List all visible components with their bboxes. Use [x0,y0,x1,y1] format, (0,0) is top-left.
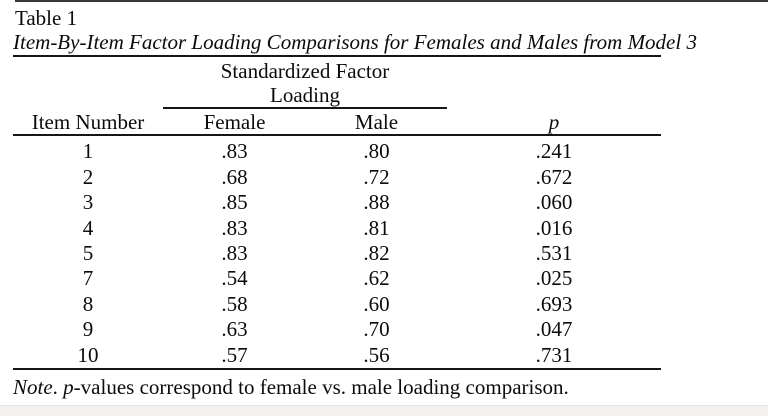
table-row: 9 .63 .70 .047 [13,317,661,342]
cell-male-loading: .62 [363,266,390,291]
cell-item-number: 8 [82,291,94,316]
bottom-band [0,405,768,416]
cell-p-value: .693 [535,291,573,316]
cell-p-value: .025 [535,266,573,291]
cell-p-value: .531 [535,240,573,265]
table-top-rule [13,55,661,57]
table-label: Table 1 [15,6,78,30]
table-rows: 1 .83 .80 .241 2 .68 .72 .672 3 .85 .88 … [13,139,661,368]
spanner-rule [163,107,447,109]
cell-item-number: 5 [82,240,94,265]
cell-male-loading: .70 [363,317,390,342]
cell-female-loading: .83 [221,215,248,240]
cell-female-loading: .58 [221,291,248,316]
cell-p-value: .672 [535,164,573,189]
cell-p-value: .060 [535,190,573,215]
cell-p-value: .016 [535,215,573,240]
cell-female-loading: .85 [221,190,248,215]
cell-male-loading: .88 [363,190,390,215]
cell-male-loading: .60 [363,291,390,316]
cell-female-loading: .63 [221,317,248,342]
table-row: 3 .85 .88 .060 [13,190,661,215]
cell-item-number: 3 [82,190,94,215]
cell-male-loading: .72 [363,164,390,189]
cell-p-value: .047 [535,317,573,342]
table-title: Item-By-Item Factor Loading Comparisons … [13,30,697,54]
cell-female-loading: .83 [221,240,248,265]
column-header-p: p [548,110,560,134]
cell-male-loading: .80 [363,139,390,164]
table-row: 4 .83 .81 .016 [13,215,661,240]
cell-item-number: 9 [82,317,94,342]
spanner-header: Standardized Factor Loading [163,59,447,107]
table-row: 8 .58 .60 .693 [13,292,661,317]
cell-male-loading: .81 [363,215,390,240]
column-header-male: Male [354,110,399,134]
cell-item-number: 1 [82,139,94,164]
cell-female-loading: .68 [221,164,248,189]
cell-item-number: 7 [82,266,94,291]
note-separator: . [52,375,64,399]
note-word: Note [13,375,53,399]
cell-female-loading: .83 [221,139,248,164]
bottom-rule [13,368,661,370]
cell-item-number: 10 [77,342,99,367]
table-row: 5 .83 .82 .531 [13,241,661,266]
spanner-line-1: Standardized Factor [220,59,390,83]
table-note: Note. p-values correspond to female vs. … [13,375,569,400]
column-header-female: Female [203,110,266,134]
table-row: 1 .83 .80 .241 [13,139,661,164]
cell-p-value: .731 [535,342,573,367]
table-row: 10 .57 .56 .731 [13,343,661,368]
cell-female-loading: .57 [221,342,248,367]
table-row: 7 .54 .62 .025 [13,266,661,291]
table-header-row: Item Number Female Male p [13,110,661,134]
cell-item-number: 2 [82,164,94,189]
note-rest: -values correspond to female vs. male lo… [73,375,569,399]
cell-male-loading: .82 [363,240,390,265]
cell-male-loading: .56 [363,342,390,367]
table-row: 2 .68 .72 .672 [13,164,661,189]
top-edge-artifact [15,0,768,2]
cell-female-loading: .54 [221,266,248,291]
note-p: p [63,375,74,399]
column-header-item-number: Item Number [31,110,145,134]
cell-item-number: 4 [82,215,94,240]
spanner-line-2: Loading [270,83,340,107]
header-rule [13,134,661,136]
cell-p-value: .241 [535,139,573,164]
